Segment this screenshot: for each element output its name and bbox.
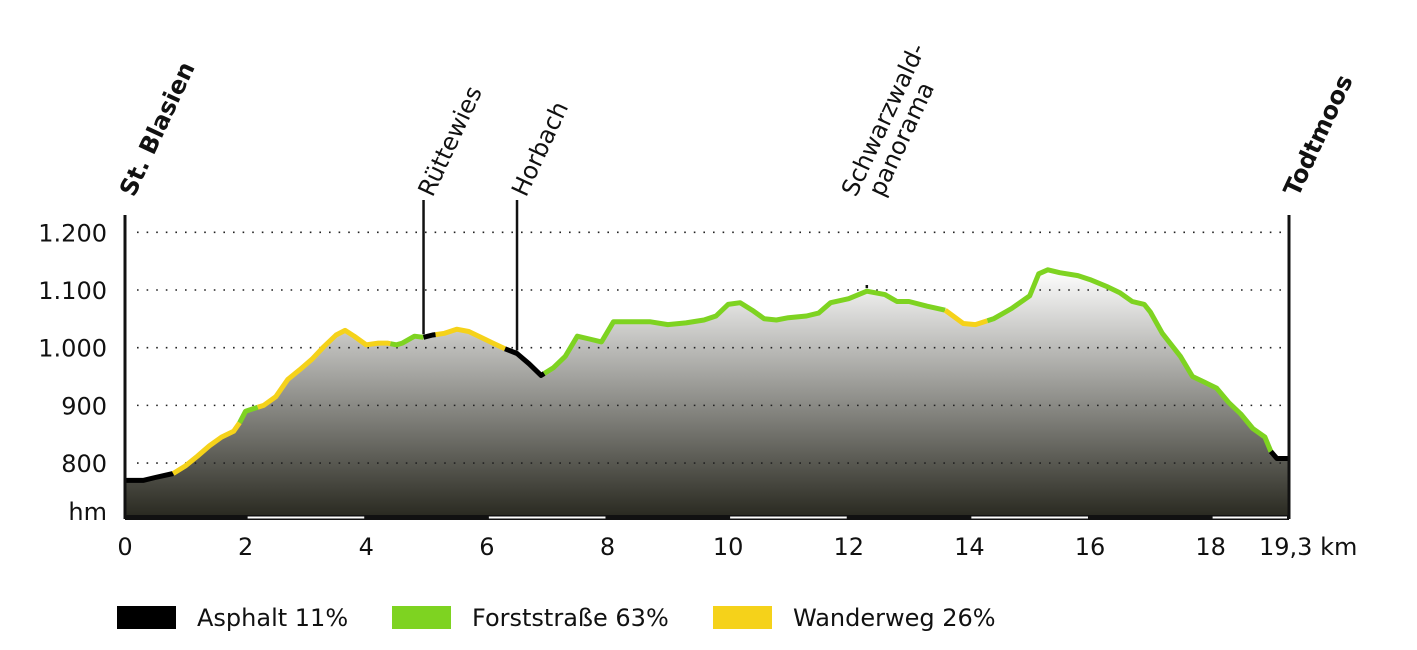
- waypoint-label: Horbach: [506, 97, 574, 200]
- x-tick-label: 16: [1075, 533, 1106, 561]
- x-tick-label: 12: [833, 533, 864, 561]
- x-tick-label: 10: [713, 533, 744, 561]
- y-tick-label: 900: [61, 392, 107, 420]
- x-tick-label: 19,3 km: [1259, 533, 1357, 561]
- legend-label-wanderweg: Wanderweg 26%: [793, 604, 996, 632]
- surface-segment-wanderweg-1: [171, 421, 242, 476]
- x-tick-label: 14: [954, 533, 985, 561]
- x-axis-bar-segment: [730, 516, 847, 519]
- x-tick-label: 18: [1195, 533, 1226, 561]
- legend-swatch-forststrasse: [392, 606, 451, 629]
- surface-segment-forststrasse-4: [389, 333, 424, 348]
- x-tick-label: 8: [600, 533, 615, 561]
- surface-segment-wanderweg-9: [943, 308, 989, 328]
- x-tick-label: 2: [238, 533, 253, 561]
- x-tick-label: 4: [359, 533, 374, 561]
- surface-segment-forststrasse-10: [986, 267, 1274, 453]
- surface-segment-forststrasse-8: [542, 288, 946, 376]
- surface-segment-wanderweg-6: [435, 326, 507, 352]
- y-tick-label: 1.200: [38, 219, 107, 247]
- surface-segment-asphalt-7: [504, 346, 546, 378]
- x-axis-bar-segment: [488, 516, 606, 519]
- surface-segment-asphalt-0: [125, 471, 174, 483]
- surface-segment-asphalt-5: [422, 332, 436, 340]
- x-tick-label: 6: [479, 533, 494, 561]
- x-tick-label: 0: [117, 533, 132, 561]
- waypoint-label: Rüttewies: [413, 82, 488, 201]
- surface-profile-line: [125, 267, 1289, 483]
- waypoint-label: St. Blasien: [114, 57, 201, 200]
- elevation-area: [125, 269, 1289, 515]
- elevation-area-fill: [125, 269, 1289, 515]
- surface-segment-wanderweg-3: [256, 327, 391, 410]
- surface-segment-asphalt-11: [1269, 449, 1289, 461]
- x-axis-bar-segment: [971, 516, 1088, 519]
- legend-label-forststrasse: Forststraße 63%: [472, 604, 669, 632]
- legend: Asphalt 11% Forststraße 63% Wanderweg 26%: [117, 604, 996, 632]
- legend-label-asphalt: Asphalt 11%: [197, 604, 348, 632]
- axes: 0 2 4 6 8 10 12 14 16 18 19,3 km 1.200 1.100 1.000 900…: [38, 215, 1357, 561]
- x-axis-bar-segment: [247, 516, 365, 519]
- y-tick-label: 1.100: [38, 277, 107, 305]
- legend-swatch-asphalt: [117, 606, 176, 629]
- x-axis-bar: [125, 515, 1289, 520]
- y-tick-label: 1.000: [38, 335, 107, 363]
- y-tick-label: 800: [61, 450, 107, 478]
- waypoint-label: Todtmoos: [1278, 70, 1359, 200]
- surface-segment-forststrasse-2: [237, 404, 259, 424]
- y-unit-label: hm: [68, 498, 107, 526]
- x-axis-bar-segment: [1212, 516, 1287, 519]
- legend-swatch-wanderweg: [713, 606, 772, 629]
